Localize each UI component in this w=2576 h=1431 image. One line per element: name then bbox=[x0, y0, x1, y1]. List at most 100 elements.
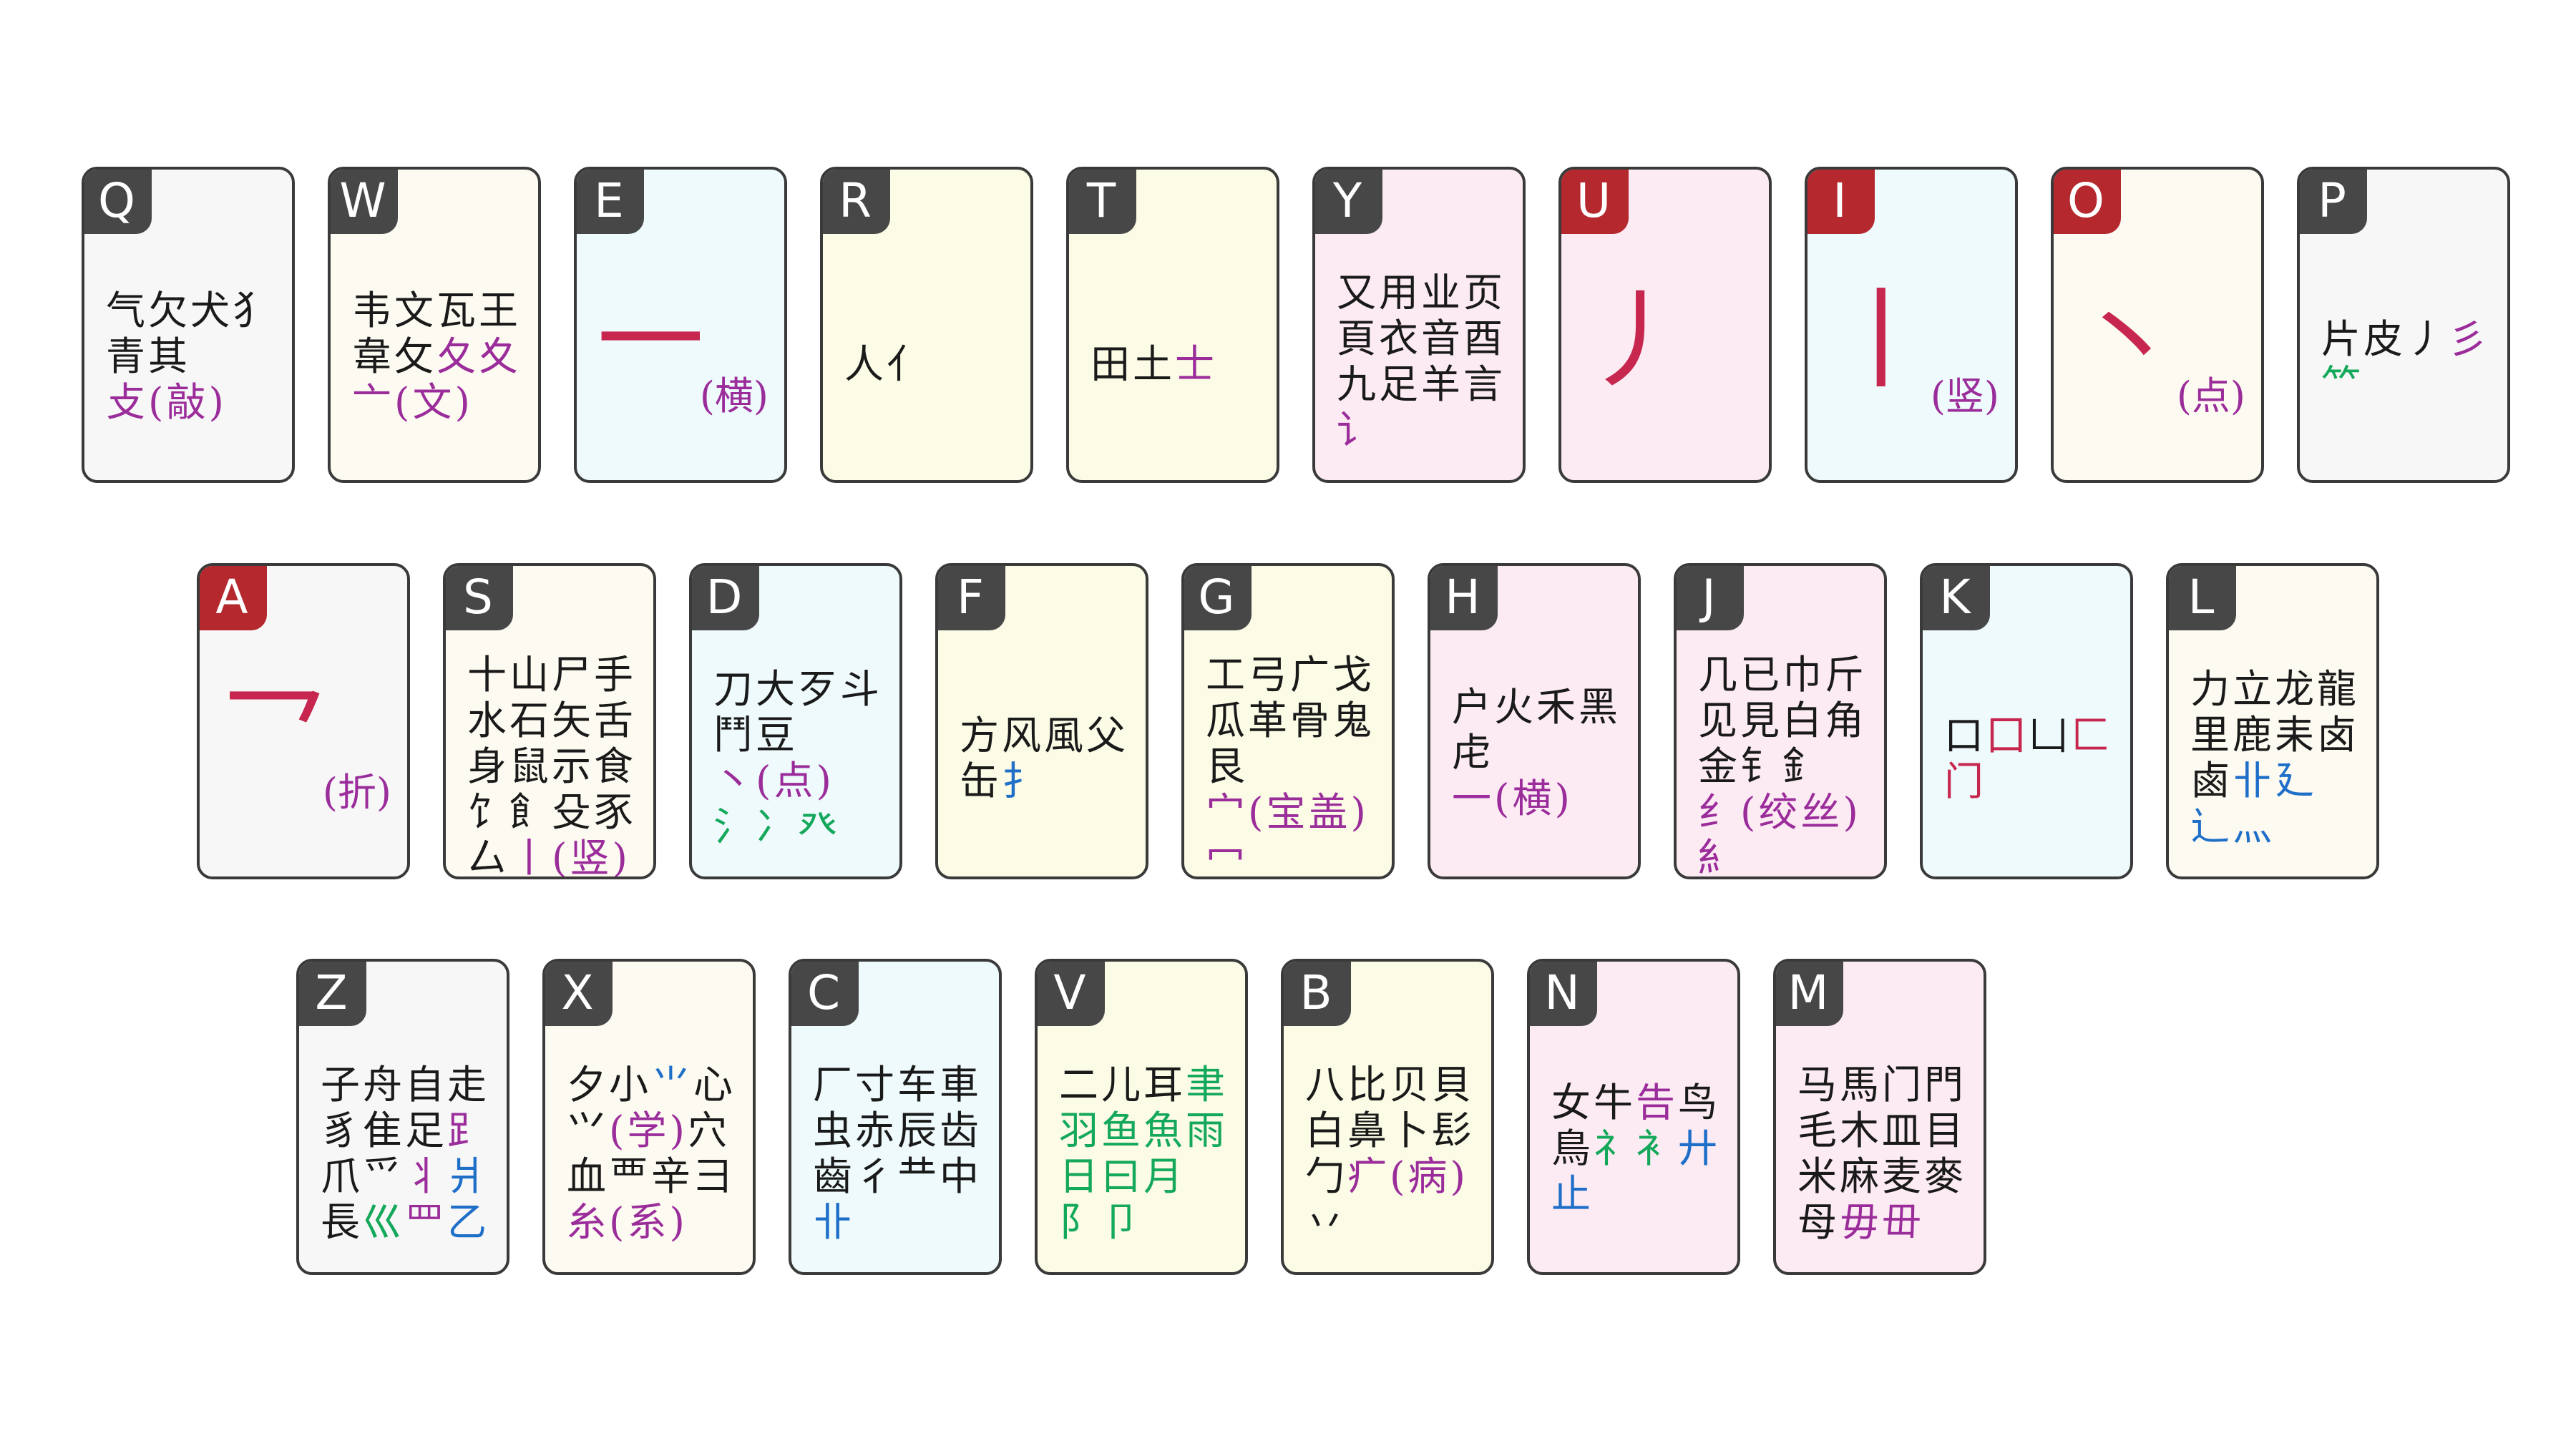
radical-line: 女牛告鸟 bbox=[1551, 1080, 1729, 1125]
radical-glyphs: 卝 bbox=[813, 1199, 856, 1245]
radical-line: 九足羊言 bbox=[1337, 361, 1514, 407]
radical-line: 虫赤辰齿 bbox=[813, 1108, 990, 1153]
radical-glyphs: 十山尸手 bbox=[467, 652, 637, 698]
key-letter-badge: L bbox=[2169, 566, 2236, 630]
key-m[interactable]: M 马馬门門 毛木皿目 米麻麦麥 母毋毌 bbox=[1773, 959, 1986, 1275]
key-s[interactable]: S 十山尸手 水石矢舌 身鼠示食 饣飠殳豕 厶丨(竖) bbox=[443, 563, 656, 879]
key-x[interactable]: X 夕小⺌心 ⺍(学)穴 血覀辛彐 糸(系) bbox=[542, 959, 756, 1275]
radical-list: 户火禾黑虍一(横) bbox=[1452, 684, 1629, 859]
radical-glyphs: 八比贝貝 bbox=[1305, 1062, 1475, 1108]
radical-list: 方风風父 缶扌 bbox=[960, 713, 1137, 859]
key-p[interactable]: P 片皮丿彡⺮ bbox=[2297, 167, 2510, 483]
radical-line: 里鹿耒卤 bbox=[2190, 712, 2368, 758]
radical-glyphs: 片皮丿 bbox=[2321, 316, 2449, 362]
key-o[interactable]: O 丶 (点) bbox=[2051, 167, 2264, 483]
radical-line: 气欠犬犭 bbox=[106, 288, 283, 333]
radical-line: 讠 bbox=[1337, 407, 1514, 453]
key-a[interactable]: A 乛 (折) bbox=[197, 563, 410, 879]
radical-line: 身鼠示食 bbox=[467, 743, 645, 789]
radical-glyphs: 夂夊 bbox=[436, 333, 522, 379]
key-j[interactable]: J 几已巾斤 见見白角 金钅釒 纟(绞丝) 糹 bbox=[1674, 563, 1887, 879]
radical-line: 人亻 bbox=[844, 341, 1022, 387]
radical-line: 户火禾黑 bbox=[1452, 684, 1629, 730]
radical-line: 水石矢舌 bbox=[467, 698, 645, 743]
key-letter-badge: F bbox=[938, 566, 1005, 630]
key-v[interactable]: V 二儿耳聿 羽鱼魚雨 日曰月 阝卩 bbox=[1035, 959, 1248, 1275]
radical-list: 口囗凵匚门 bbox=[1944, 713, 2122, 859]
radical-line: 饣飠殳豕 bbox=[467, 789, 645, 835]
radical-glyphs: 廾 bbox=[1678, 1125, 1721, 1171]
stroke-name-label: (折) bbox=[322, 770, 391, 815]
radical-line: 青其 bbox=[106, 333, 283, 379]
key-letter-badge: W bbox=[331, 170, 398, 234]
radical-glyphs: 卝 bbox=[2233, 758, 2275, 804]
radical-list: 十山尸手 水石矢舌 身鼠示食 饣飠殳豕 厶丨(竖) bbox=[467, 652, 645, 876]
radical-glyphs: 囗 bbox=[1986, 713, 2029, 758]
key-letter-badge: H bbox=[1430, 566, 1498, 630]
key-letter-badge: G bbox=[1184, 566, 1252, 630]
key-q[interactable]: Q 气欠犬犭 青其 攴(敲) bbox=[82, 167, 295, 483]
radical-glyphs: 氵冫癶 bbox=[713, 804, 841, 849]
radical-glyphs: 宀(宝盖) bbox=[1206, 789, 1369, 835]
radical-line: 门 bbox=[1944, 758, 2122, 804]
key-z[interactable]: Z 子舟自走 豸隹足⻊ 爪爫丬爿 長巛罒乙 bbox=[296, 959, 509, 1275]
radical-line: 宀(宝盖) bbox=[1206, 789, 1383, 835]
radical-glyphs: 乙 bbox=[447, 1199, 490, 1245]
stroke-glyph: 丨 bbox=[1828, 279, 1936, 404]
key-i[interactable]: I 丨 (竖) bbox=[1805, 167, 2018, 483]
key-e[interactable]: E 一 (横) bbox=[574, 167, 787, 483]
radical-glyphs: 虫赤辰齿 bbox=[813, 1108, 982, 1153]
key-l[interactable]: L 力立龙龍 里鹿耒卤 鹵卝廴 辶灬 bbox=[2166, 563, 2379, 879]
stroke-glyph: 一 bbox=[597, 279, 705, 404]
key-d[interactable]: D 刀大歹斗 鬥豆 丶(点) 氵冫癶 bbox=[689, 563, 902, 879]
key-letter-badge: C bbox=[791, 962, 859, 1026]
radical-glyphs: 彡 bbox=[2448, 316, 2491, 362]
key-r[interactable]: R 人亻 bbox=[820, 167, 1033, 483]
radical-glyphs: ⺍ bbox=[567, 1108, 610, 1153]
radical-line: 工弓广戈 bbox=[1206, 652, 1383, 698]
key-letter-badge: E bbox=[577, 170, 644, 234]
radical-line: 止 bbox=[1551, 1171, 1729, 1217]
radical-line: 缶扌 bbox=[960, 758, 1137, 804]
radical-glyphs: 力立龙龍 bbox=[2190, 666, 2360, 712]
radical-list: 工弓广戈 瓜革骨鬼艮宀(宝盖) 冖 bbox=[1206, 652, 1383, 876]
key-letter-badge: D bbox=[692, 566, 759, 630]
key-w[interactable]: W 韦文瓦王 韋攵夂夊 亠(文) bbox=[328, 167, 541, 483]
radical-list: 人亻 bbox=[844, 341, 1022, 463]
radical-list: 女牛告鸟 鳥礻衤廾止 bbox=[1551, 1080, 1729, 1255]
key-letter-badge: Y bbox=[1315, 170, 1382, 234]
radical-glyphs: 丨(竖) bbox=[509, 835, 630, 879]
radical-glyphs: 鸟 bbox=[1678, 1080, 1721, 1125]
key-g[interactable]: G 工弓广戈 瓜革骨鬼艮宀(宝盖) 冖 bbox=[1181, 563, 1395, 879]
radical-glyphs: 攴(敲) bbox=[106, 379, 227, 425]
key-letter-badge: K bbox=[1923, 566, 1990, 630]
radical-glyphs: 子舟自走 bbox=[321, 1062, 490, 1108]
radical-glyphs: 口 bbox=[1944, 713, 1987, 758]
key-letter-badge: P bbox=[2300, 170, 2367, 234]
radical-glyphs: ⺌ bbox=[651, 1062, 694, 1108]
radical-line: 八比贝貝 bbox=[1305, 1062, 1483, 1108]
key-t[interactable]: T 田土士 bbox=[1066, 167, 1279, 483]
key-f[interactable]: F 方风風父 缶扌 bbox=[935, 563, 1148, 879]
key-y[interactable]: Y 又用业页 頁衣音酉 九足羊言讠 bbox=[1312, 167, 1526, 483]
radical-glyphs: 穴 bbox=[687, 1108, 730, 1153]
radical-line: 血覀辛彐 bbox=[567, 1153, 744, 1199]
key-c[interactable]: C 厂寸车車 虫赤辰齿 齒彳龷中卝 bbox=[789, 959, 1002, 1275]
key-n[interactable]: N 女牛告鸟 鳥礻衤廾止 bbox=[1527, 959, 1740, 1275]
key-h[interactable]: H 户火禾黑虍一(横) bbox=[1428, 563, 1641, 879]
radical-glyphs: 匚 bbox=[2071, 713, 2114, 758]
radical-line: 子舟自走 bbox=[321, 1062, 498, 1108]
key-k[interactable]: K 口囗凵匚门 bbox=[1920, 563, 2133, 879]
radical-line: 卝 bbox=[813, 1199, 990, 1245]
radical-line: 毛木皿目 bbox=[1797, 1108, 1975, 1153]
key-b[interactable]: B 八比贝貝 白鼻卜髟 勹疒(病) 丷 bbox=[1281, 959, 1494, 1275]
stroke-glyph: 丿 bbox=[1581, 279, 1689, 404]
radical-list: 又用业页 頁衣音酉 九足羊言讠 bbox=[1337, 270, 1514, 463]
radical-line: 口囗凵匚 bbox=[1944, 713, 2122, 758]
radical-glyphs: 九足羊言 bbox=[1337, 361, 1506, 407]
radical-glyphs: 鹵 bbox=[2190, 758, 2233, 804]
radical-glyphs: 身鼠示食 bbox=[467, 743, 637, 789]
radical-glyphs: 止 bbox=[1551, 1171, 1594, 1217]
radical-line: 冖 bbox=[1206, 835, 1383, 876]
